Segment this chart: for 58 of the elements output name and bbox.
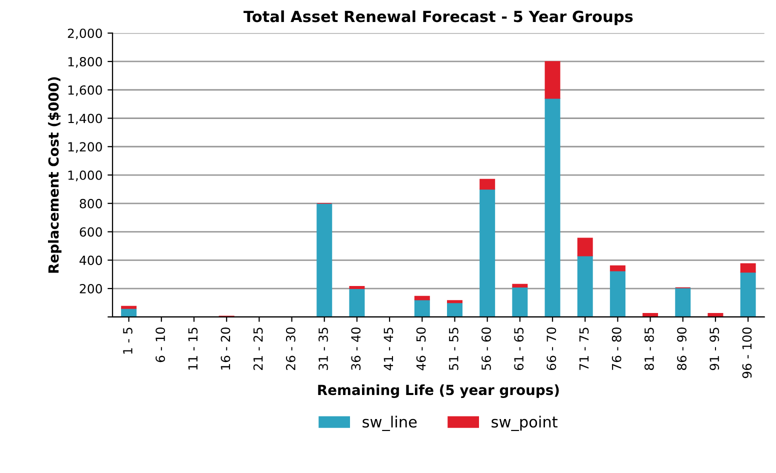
bar	[512, 286, 528, 317]
bar	[577, 238, 593, 256]
y-tick-label: 1,400	[68, 114, 102, 124]
y-tick-label: 2,000	[68, 28, 102, 40]
x-tick-label: 86 - 90	[677, 327, 687, 370]
x-tick-label: 31 - 35	[318, 328, 328, 370]
bar	[480, 178, 496, 190]
x-tick-label: 6 - 10	[156, 327, 166, 362]
x-tick-label: 41 - 45	[384, 328, 394, 370]
bar	[349, 286, 365, 289]
y-tick-label: 200	[80, 284, 102, 294]
bar	[610, 270, 626, 317]
x-axis-title: Remaining Life (5 year groups)	[318, 384, 559, 398]
bar	[642, 312, 658, 317]
bar	[544, 61, 560, 99]
y-tick-label: 600	[80, 227, 102, 237]
bar	[610, 265, 626, 272]
x-tick-label: 11 - 15	[188, 328, 198, 370]
x-tick-label: 61 - 65	[514, 328, 524, 370]
bar	[121, 306, 137, 309]
bar	[349, 288, 365, 317]
x-tick-label: 26 - 30	[286, 327, 296, 370]
chart-title: Total Asset Renewal Forecast - 5 Year Groups	[244, 10, 633, 26]
x-tick-label: 36 - 40	[351, 327, 361, 370]
x-tick-label: 21 - 25	[253, 328, 263, 370]
legend-label: sw_line	[362, 416, 417, 432]
y-tick-label: 400	[80, 256, 102, 266]
y-tick-label: 1,200	[68, 142, 102, 153]
bar	[740, 272, 756, 317]
y-tick-label: 1,800	[68, 56, 102, 68]
y-tick-label: 1,600	[68, 85, 102, 96]
bar	[316, 202, 332, 317]
x-tick-label: 81 - 85	[644, 328, 654, 370]
x-tick-label: 46 - 50	[416, 327, 426, 370]
x-tick-label: 51 - 55	[449, 328, 458, 370]
bar	[675, 287, 691, 317]
bar	[414, 296, 430, 300]
bar	[446, 300, 462, 304]
bar	[740, 263, 756, 273]
bar	[708, 312, 724, 317]
x-tick-label: 71 - 75	[579, 328, 589, 370]
y-axis-title: Replacement Cost ($000)	[48, 77, 62, 273]
bar	[544, 98, 560, 317]
bar	[414, 299, 430, 317]
legend-label: sw_point	[492, 416, 558, 432]
x-tick-label: 76 - 80	[612, 327, 622, 370]
bar	[446, 302, 462, 317]
bar	[480, 188, 496, 317]
bar	[512, 284, 528, 288]
y-tick-label: 800	[80, 198, 102, 208]
x-tick-label: 56 - 60	[482, 327, 491, 370]
x-tick-label: 1 - 5	[123, 328, 132, 354]
x-tick-label: 96 - 100	[742, 327, 752, 378]
x-tick-label: 16 - 20	[220, 327, 230, 370]
bar	[577, 255, 593, 317]
x-tick-label: 66 - 70	[546, 327, 556, 370]
x-tick-label: 91 - 95	[710, 328, 720, 370]
y-tick-label: 1,000	[68, 170, 102, 182]
